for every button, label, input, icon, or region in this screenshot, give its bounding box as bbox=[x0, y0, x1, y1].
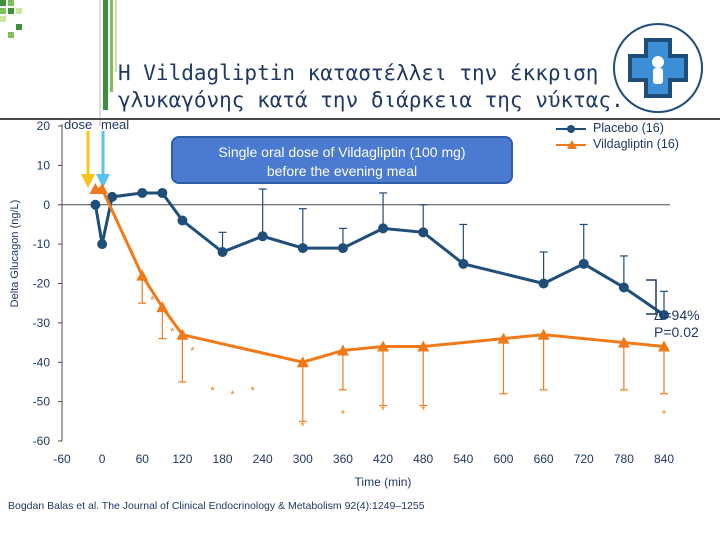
x-tick-label: 300 bbox=[293, 452, 313, 466]
meal-arrow-head bbox=[96, 174, 110, 188]
y-tick-label: -50 bbox=[33, 395, 51, 409]
legend-triangle-marker bbox=[567, 140, 577, 149]
vildagliptin-point bbox=[658, 340, 670, 352]
y-tick-label: -40 bbox=[33, 355, 51, 369]
meal-label: meal bbox=[101, 117, 129, 132]
chart-legend: Placebo (16) Vildagliptin (16) bbox=[556, 121, 679, 153]
vildagliptin-point bbox=[296, 356, 309, 368]
y-axis-title: Delta Glucagon (ng/L) bbox=[9, 200, 21, 308]
x-axis-title: Time (min) bbox=[355, 475, 412, 489]
vildagliptin-point bbox=[417, 340, 430, 352]
legend-label-placebo: Placebo (16) bbox=[593, 121, 664, 135]
placebo-point bbox=[257, 231, 268, 242]
x-tick-label: 780 bbox=[614, 452, 634, 466]
annotation-line-2: before the evening meal bbox=[266, 163, 418, 179]
placebo-point bbox=[659, 310, 669, 320]
placebo-point bbox=[157, 187, 168, 198]
significance-mark: * bbox=[250, 385, 255, 397]
placebo-point bbox=[418, 227, 429, 238]
x-tick-label: 540 bbox=[453, 452, 473, 466]
legend-item-vildagliptin: Vildagliptin (16) bbox=[556, 137, 679, 153]
x-tick-label: 0 bbox=[99, 452, 106, 466]
significance-mark: * bbox=[190, 345, 195, 357]
significance-mark: * bbox=[230, 389, 235, 401]
vildagliptin-point bbox=[497, 332, 510, 344]
vildagliptin-point bbox=[136, 269, 149, 281]
legend-label-vildagliptin: Vildagliptin (16) bbox=[593, 137, 679, 151]
vildagliptin-point bbox=[537, 328, 550, 340]
delta-value: Δ=94% bbox=[654, 307, 700, 323]
vildagliptin-point bbox=[617, 336, 630, 348]
annotation-line-1: Single oral dose of Vildagliptin (100 mg… bbox=[218, 144, 466, 160]
statistics-annotation: Δ=94% P=0.02 bbox=[654, 307, 700, 341]
placebo-point bbox=[90, 199, 101, 210]
placebo-point bbox=[297, 243, 308, 254]
significance-mark: * bbox=[381, 405, 386, 417]
y-tick-label: -60 bbox=[33, 434, 51, 448]
placebo-point bbox=[97, 239, 108, 250]
x-tick-label: 120 bbox=[172, 452, 192, 466]
placebo-point bbox=[538, 278, 549, 289]
x-tick-label: -60 bbox=[53, 452, 71, 466]
placebo-point bbox=[137, 187, 148, 198]
dose-annotation-box: Single oral dose of Vildagliptin (100 mg… bbox=[171, 136, 513, 184]
placebo-point bbox=[177, 215, 188, 226]
vildagliptin-point bbox=[156, 301, 169, 313]
placebo-point bbox=[337, 243, 348, 254]
title-line-1: Η Vildagliptin καταστέλλει την έκκριση bbox=[118, 61, 599, 85]
significance-mark: * bbox=[210, 385, 215, 397]
x-tick-label: 480 bbox=[413, 452, 433, 466]
y-tick-label: 10 bbox=[37, 158, 51, 172]
y-tick-label: 20 bbox=[37, 119, 51, 133]
x-tick-label: 660 bbox=[534, 452, 554, 466]
x-tick-label: 60 bbox=[136, 452, 150, 466]
clinic-logo bbox=[613, 23, 703, 113]
x-tick-label: 420 bbox=[373, 452, 393, 466]
y-tick-label: -20 bbox=[33, 277, 51, 291]
p-value: P=0.02 bbox=[654, 324, 699, 340]
y-tick-label: -30 bbox=[33, 316, 51, 330]
significance-mark: * bbox=[301, 420, 306, 432]
vildagliptin-point bbox=[336, 344, 349, 356]
x-tick-label: 180 bbox=[213, 452, 233, 466]
x-tick-label: 360 bbox=[333, 452, 353, 466]
delta-bracket bbox=[646, 279, 657, 315]
placebo-point bbox=[578, 258, 589, 269]
citation: Bogdan Balas et al. The Journal of Clini… bbox=[8, 500, 425, 512]
significance-mark: * bbox=[421, 405, 426, 417]
x-tick-label: 720 bbox=[574, 452, 594, 466]
y-tick-label: -10 bbox=[33, 237, 51, 251]
dose-arrow-head bbox=[81, 174, 95, 188]
significance-mark: * bbox=[341, 408, 346, 420]
title-line-2: γλυκαγόνης κατά την διάρκεια της νύκτας. bbox=[118, 88, 624, 112]
dose-label: dose bbox=[64, 117, 92, 132]
placebo-point bbox=[458, 258, 469, 269]
placebo-point bbox=[107, 191, 118, 202]
series-line-placebo bbox=[93, 191, 665, 317]
legend-item-placebo: Placebo (16) bbox=[556, 121, 679, 137]
vildagliptin-point bbox=[96, 183, 109, 194]
x-tick-label: 600 bbox=[493, 452, 513, 466]
slide-title: Η Vildagliptin καταστέλλει την έκκριση γ… bbox=[118, 60, 638, 114]
placebo-point bbox=[217, 247, 228, 257]
significance-mark: * bbox=[150, 294, 155, 306]
x-tick-label: 240 bbox=[253, 452, 273, 466]
y-tick-label: 0 bbox=[43, 198, 50, 212]
significance-mark: * bbox=[170, 326, 175, 338]
x-tick-label: 840 bbox=[654, 452, 674, 466]
vildagliptin-point bbox=[176, 328, 189, 340]
legend-circle-marker bbox=[567, 125, 575, 133]
placebo-point bbox=[618, 282, 629, 293]
placebo-point bbox=[378, 223, 389, 234]
significance-mark: * bbox=[662, 408, 667, 420]
vildagliptin-point bbox=[377, 340, 390, 352]
